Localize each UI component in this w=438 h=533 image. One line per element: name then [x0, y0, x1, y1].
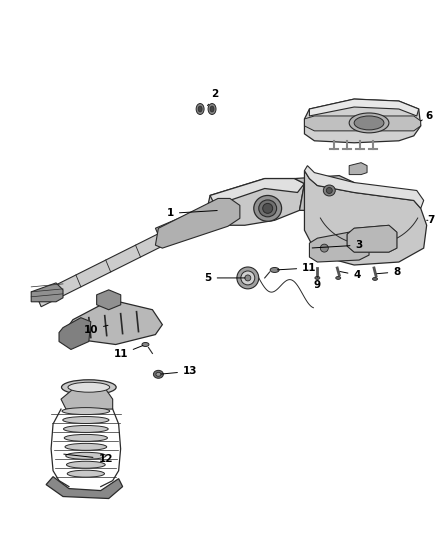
Text: 9: 9 [314, 277, 321, 290]
Ellipse shape [336, 277, 341, 279]
Ellipse shape [142, 343, 149, 346]
Polygon shape [309, 230, 369, 262]
Text: 2: 2 [208, 89, 219, 106]
Ellipse shape [63, 417, 109, 424]
Polygon shape [304, 116, 421, 131]
Ellipse shape [156, 373, 161, 376]
Polygon shape [347, 225, 397, 252]
Text: 11: 11 [113, 345, 143, 359]
Ellipse shape [354, 116, 384, 130]
Ellipse shape [241, 271, 255, 285]
Polygon shape [347, 225, 397, 252]
Ellipse shape [66, 453, 106, 459]
Ellipse shape [67, 470, 105, 477]
Text: 8: 8 [377, 267, 400, 277]
Text: 4: 4 [340, 270, 361, 280]
Text: 5: 5 [205, 273, 245, 283]
Ellipse shape [67, 461, 105, 468]
Ellipse shape [210, 106, 214, 112]
Text: 12: 12 [64, 454, 113, 464]
Text: 13: 13 [161, 366, 198, 376]
Ellipse shape [62, 408, 110, 415]
Ellipse shape [323, 185, 335, 196]
Ellipse shape [259, 200, 277, 217]
Ellipse shape [270, 268, 279, 272]
Polygon shape [59, 318, 91, 350]
Ellipse shape [64, 425, 108, 432]
Polygon shape [309, 99, 419, 116]
Ellipse shape [237, 267, 259, 289]
Polygon shape [66, 300, 162, 344]
Polygon shape [304, 166, 424, 208]
Polygon shape [97, 290, 121, 310]
Polygon shape [205, 179, 304, 225]
Text: 11: 11 [277, 263, 317, 273]
Ellipse shape [326, 188, 332, 193]
Polygon shape [155, 198, 240, 248]
Ellipse shape [198, 106, 202, 112]
Polygon shape [210, 179, 304, 205]
Ellipse shape [315, 277, 320, 279]
Ellipse shape [208, 103, 216, 115]
Polygon shape [304, 99, 421, 143]
Ellipse shape [263, 204, 273, 213]
Ellipse shape [153, 370, 163, 378]
Polygon shape [155, 192, 246, 244]
Ellipse shape [320, 244, 328, 252]
Polygon shape [31, 283, 63, 302]
Ellipse shape [196, 103, 204, 115]
Polygon shape [46, 477, 123, 498]
Polygon shape [304, 171, 427, 265]
Ellipse shape [64, 434, 107, 441]
Ellipse shape [349, 113, 389, 133]
Polygon shape [349, 163, 367, 175]
Text: 6: 6 [421, 111, 432, 121]
Text: 10: 10 [84, 325, 108, 335]
Polygon shape [294, 175, 354, 211]
Text: 3: 3 [312, 240, 363, 250]
Polygon shape [61, 389, 113, 409]
Ellipse shape [245, 275, 251, 281]
Ellipse shape [65, 443, 107, 450]
Ellipse shape [373, 278, 378, 280]
Polygon shape [36, 196, 240, 307]
Ellipse shape [61, 380, 116, 394]
Text: 7: 7 [427, 215, 434, 225]
Text: 1: 1 [167, 208, 217, 219]
Ellipse shape [68, 382, 110, 392]
Ellipse shape [254, 196, 282, 221]
